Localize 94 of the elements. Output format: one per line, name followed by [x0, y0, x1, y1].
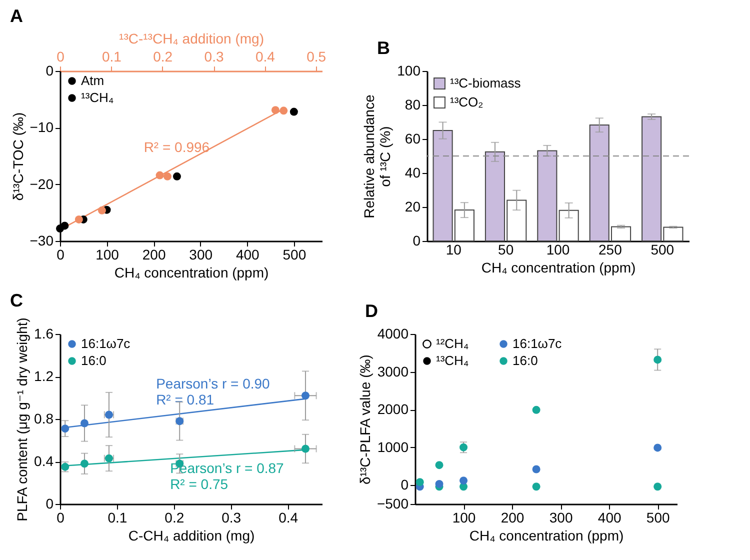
- y-tick-label: −20: [30, 176, 54, 192]
- x-tick-label: 0.2: [164, 510, 184, 526]
- y-tick-label: 80: [404, 96, 421, 112]
- y-tick-label: −500: [376, 496, 409, 512]
- x2-tick-label: 0.4: [255, 48, 276, 64]
- y-axis-title: PLFA content (μg g⁻¹ dry weight): [14, 318, 30, 522]
- y-tick-label: 4000: [377, 326, 409, 342]
- y-tick-label: 1.6: [34, 326, 54, 342]
- x-tick-label: 300: [549, 510, 573, 526]
- legend-label: 16:1ω7c: [81, 336, 131, 351]
- point: [435, 480, 444, 488]
- x-tick-label: 0.4: [278, 510, 298, 526]
- point: [416, 478, 424, 486]
- legend-label: ¹³CH₄: [81, 90, 114, 105]
- x2-tick-label: 0.1: [102, 48, 122, 64]
- y-tick-label: 60: [404, 130, 421, 146]
- x-tick-label: 250: [598, 242, 622, 258]
- point: [60, 222, 69, 230]
- bar: [558, 210, 579, 242]
- chart-title: C: [10, 290, 23, 311]
- x-tick-label: 100: [546, 242, 570, 258]
- point: [654, 444, 662, 452]
- x-tick-label: 0: [56, 510, 65, 526]
- x-tick-label: 10: [446, 242, 462, 258]
- legend-label: Atm: [81, 73, 104, 88]
- legend-label: ¹³C-biomass: [450, 76, 522, 90]
- chart-title: A: [10, 6, 23, 26]
- x-axis-title: CH₄ concentration (ppm): [114, 264, 269, 280]
- y-tick-label: −10: [30, 119, 54, 136]
- x-tick-label: 500: [282, 246, 306, 262]
- x-tick-label: 100: [452, 510, 476, 526]
- y-tick-label: 100: [397, 62, 421, 78]
- point: [301, 444, 310, 453]
- y-tick-label: 0: [46, 496, 54, 512]
- y-tick-label: 2000: [377, 401, 409, 418]
- y-tick-label: 0: [400, 476, 409, 493]
- x-axis-title: C-CH₄ addition (mg): [128, 528, 255, 544]
- bar: [537, 150, 558, 242]
- x-tick-label: 500: [650, 242, 674, 258]
- x-tick-label: 0.3: [222, 510, 242, 526]
- legend-label: ¹³CO₂: [450, 94, 484, 110]
- x-tick-label: 0.1: [108, 510, 128, 526]
- series-label: R² = 0.996: [144, 139, 210, 156]
- x-tick-label: 200: [500, 510, 524, 526]
- point: [80, 419, 88, 428]
- point: [532, 406, 540, 414]
- legend-label: 16:0: [512, 353, 538, 368]
- y-tick-label: 0: [46, 62, 54, 78]
- point: [61, 462, 70, 471]
- x-tick-label: 300: [189, 246, 213, 262]
- y-axis-title: Relative abundance of ¹³C (%): [361, 94, 394, 218]
- x-tick-label: 0: [56, 246, 65, 262]
- x2-tick-label: 0.5: [306, 48, 326, 64]
- x-tick-label: 50: [498, 242, 514, 258]
- point: [290, 108, 298, 116]
- x2-tick-label: 0: [56, 48, 65, 64]
- point: [654, 482, 662, 491]
- chart-title: B: [377, 38, 390, 58]
- x2-axis-title: ¹³C-¹³CH₄ addition (mg): [119, 30, 264, 46]
- x-axis-title: CH₄ concentration (ppm): [481, 260, 636, 276]
- chart-title: D: [365, 301, 378, 321]
- legend-label: 16:0: [81, 353, 106, 368]
- y-tick-label: 40: [404, 164, 421, 180]
- point: [532, 482, 540, 491]
- x-axis-title: CH₄ concentration (ppm): [469, 528, 624, 544]
- y-tick-label: 0.4: [34, 453, 54, 469]
- y-tick-label: 20: [404, 198, 421, 214]
- point: [435, 461, 444, 470]
- point: [301, 392, 310, 400]
- x-tick-label: 400: [598, 510, 622, 526]
- x-tick-label: 200: [142, 246, 166, 262]
- y-tick-label: 1000: [377, 438, 409, 455]
- y-tick-label: 3000: [377, 363, 409, 380]
- x-tick-label: 400: [236, 246, 260, 262]
- point: [654, 356, 662, 364]
- point: [460, 476, 468, 485]
- series-label: Pearson’s r = 0.90 R² = 0.81: [156, 375, 270, 408]
- x2-tick-label: 0.3: [204, 48, 224, 64]
- x2-tick-label: 0.2: [153, 48, 173, 64]
- point: [172, 172, 181, 180]
- y-axis-title: δ¹³C-TOC (‰): [10, 112, 26, 201]
- y-tick-label: −30: [30, 232, 54, 248]
- y-tick-label: 1.2: [34, 368, 54, 384]
- y-tick-label: 0.8: [34, 410, 54, 426]
- x-tick-label: 100: [96, 246, 120, 262]
- point: [80, 460, 88, 468]
- x-tick-label: 500: [646, 510, 670, 526]
- point: [532, 465, 540, 474]
- point: [460, 443, 468, 452]
- annotation: ¹³CH₄: [436, 353, 469, 368]
- legend-label: 16:1ω7c: [512, 336, 562, 351]
- annotation: ¹²CH₄: [436, 336, 469, 351]
- y-axis-title: δ¹³C-PLFA value (‰): [356, 354, 373, 484]
- point: [61, 424, 70, 433]
